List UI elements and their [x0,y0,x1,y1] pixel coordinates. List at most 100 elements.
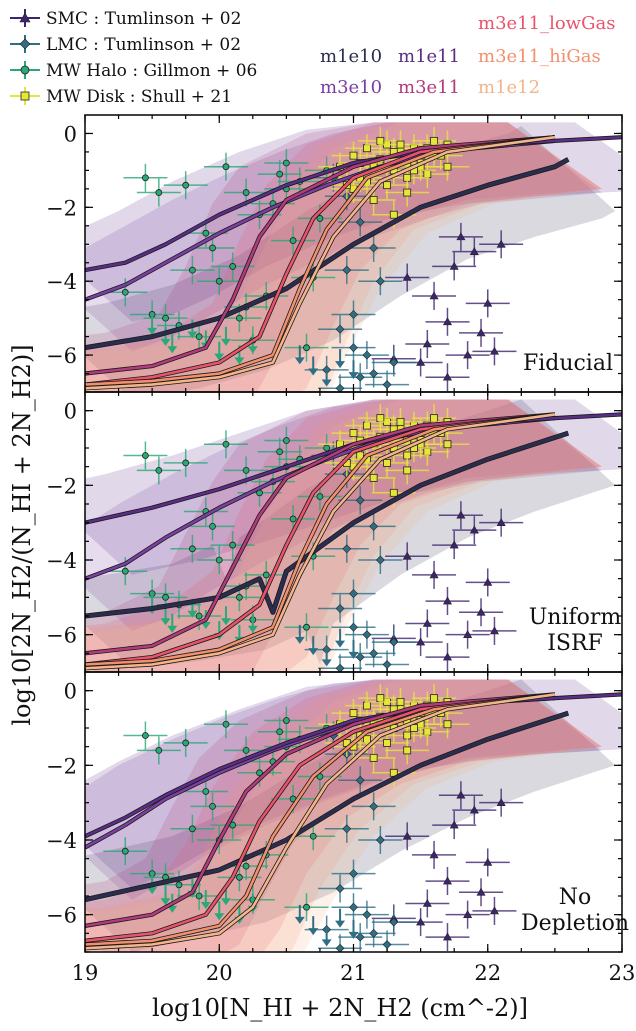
obs-LMC-point [318,874,363,903]
obs-MW_Disk-point [358,404,403,433]
obs-SMC-point [452,796,497,825]
y-tick-label: −4 [46,549,77,573]
upper-limit-MW_Halo [147,315,158,335]
obs-LMC-point [371,348,416,377]
upper-limit-LMC [321,647,332,667]
obs-LMC-point [351,919,396,948]
line-m3e11_hiGas [85,135,556,386]
obs-MW_Halo-point [183,777,228,806]
obs-MW_Halo-point [190,792,235,821]
panel-label: Uniform [529,605,622,630]
obs-LMC-point [344,620,389,649]
obs-MW_Disk-point [385,736,430,765]
x-tick-label: 23 [609,961,636,985]
obs-LMC-point [338,643,383,672]
obs-MW_Halo-point [163,171,208,200]
obs-MW_Halo-point [136,736,181,765]
obs-SMC-point [425,643,470,672]
obs-MW_Halo-point [203,430,248,459]
legend-model-label: m3e11_hiGas [478,46,601,67]
legend-model-label: m3e10 [320,77,382,98]
band-m1e10 [85,679,616,952]
obs-MW_Halo-point [203,710,248,739]
legend-item: MW Halo : Gillmon + 06 [10,61,257,81]
obs-MW_Halo-point [264,149,309,178]
obs-SMC-point [425,307,470,336]
line-m1e12 [85,693,556,950]
obs-SMC-point [385,542,430,571]
obs-MW_Halo-point [224,456,269,485]
obs-SMC-point [459,878,504,907]
obs-MW_Halo-point [163,728,208,757]
obs-LMC-point [338,923,383,952]
obs-MW_Halo-point [136,456,181,485]
obs-SMC-point [385,822,430,851]
y-tick-label: −4 [46,270,77,294]
upper-limit-LMC [294,904,305,924]
obs-LMC-point [351,792,396,821]
obs-SMC-point [432,531,477,560]
obs-MW_Halo-point [123,163,168,192]
obs-SMC-point [465,289,510,318]
line-m3e11 [85,135,556,375]
obs-LMC-point [331,859,376,888]
obs-LMC-point [371,628,416,657]
obs-LMC-point [318,374,363,392]
obs-MW_Halo-point [136,178,181,207]
legend-model-label: m1e12 [478,77,540,98]
line-m3e11_hiGas [85,693,556,946]
obs-SMC-point [445,341,490,370]
obs-MW_Disk-point [365,448,410,477]
obs-SMC-point [452,237,497,266]
obs-SMC-point [405,609,450,638]
obs-SMC-point [452,516,497,545]
upper-limit-MW_Halo [220,326,231,346]
legend-models: m3e11_lowGas m1e10 m1e11 m3e11_hiGas m3e10 m3… [320,13,615,98]
x-tick-label: 20 [206,961,233,985]
x-tick-label: 21 [340,961,367,985]
obs-SMC-point [412,840,457,869]
obs-SMC-point [472,896,517,925]
obs-MW_Halo-point [264,706,309,735]
obs-SMC-point [405,889,450,918]
x-tick-label: 22 [474,961,501,985]
obs-LMC-point [331,579,376,608]
legend-label: LMC : Tumlinson + 02 [46,35,241,55]
obs-MW_Disk-point [365,171,410,200]
obs-LMC-point [324,534,369,563]
panel-label: ISRF [547,631,603,656]
band-m3e10 [85,399,602,631]
obs-SMC-point [385,263,430,292]
panel-1-lines [85,412,622,671]
obs-MW_Halo-point [190,512,235,541]
obs-SMC-point [479,230,524,259]
obs-SMC-point [425,587,470,616]
obs-SMC-point [479,788,524,817]
obs-MW_Halo-point [291,822,336,851]
panel-label: Fiducial [523,351,613,376]
obs-MW_Halo-point [264,426,309,455]
y-tick-label: 0 [64,122,77,146]
line-m3e11 [85,693,556,928]
obs-LMC-point [358,267,403,296]
obs-SMC-point [412,281,457,310]
obs-MW_Halo-point [257,717,302,746]
y-tick-label: −2 [46,474,77,498]
legend-item: MW Disk : Shull + 21 [10,87,232,107]
obs-LMC-point [351,512,396,541]
upper-limit-MW_Halo [247,613,258,633]
upper-limit-LMC [294,345,305,365]
obs-MW_Halo-point [284,893,329,922]
obs-MW_Halo-point [123,441,168,470]
obs-LMC-point [351,639,396,668]
obs-MW_Halo-point [170,256,215,285]
legend-model-label: m3e11_lowGas [478,13,615,34]
obs-MW_Halo-point [163,448,208,477]
obs-LMC-point [365,930,410,952]
obs-LMC-point [318,654,363,672]
obs-LMC-point [358,826,403,854]
legend-marker-circle [20,65,30,75]
line-m1e10 [85,157,570,350]
obs-SMC-point [459,318,504,347]
